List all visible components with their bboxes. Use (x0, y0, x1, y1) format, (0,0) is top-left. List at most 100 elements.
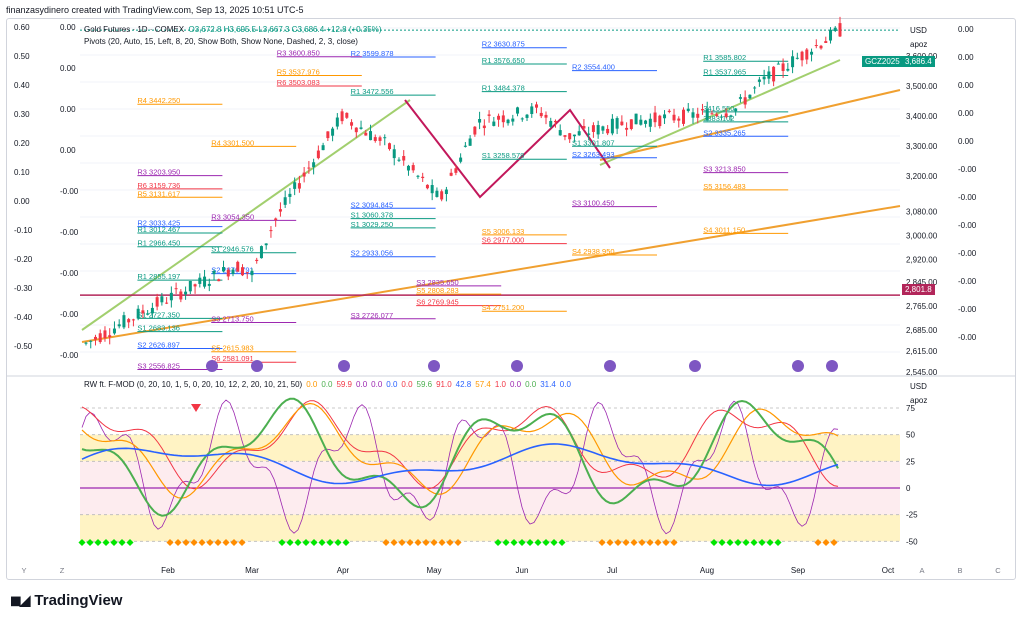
signal-diamond (534, 538, 542, 547)
candle-body (492, 121, 496, 126)
pivot-level-label: R1 3576.650 (482, 56, 525, 65)
signal-diamond (222, 538, 230, 547)
candle-body (440, 191, 444, 200)
pivot-level-label: S1 3060.378 (351, 211, 394, 220)
candle-body (430, 185, 434, 194)
price-axis-label: 2,765.00 (906, 302, 938, 311)
candle-body (748, 94, 752, 99)
x-axis-label: May (426, 566, 441, 575)
candle-body (549, 120, 553, 127)
event-marker-icon (338, 360, 350, 372)
candle-body (677, 118, 681, 121)
right-axis-label: 0.00 (958, 81, 974, 90)
oscillator-axis-label: 0 (906, 484, 911, 493)
currency-label-top[interactable]: USD (910, 26, 927, 35)
pivot-level-label: R6 3159.736 (137, 181, 180, 190)
right-axis-label: -0.00 (958, 305, 977, 314)
oscillator-value: 0.0 (356, 380, 368, 389)
candle-body (84, 342, 88, 344)
pivot-level-label: R2 3630.875 (482, 40, 525, 49)
x-axis-label: Jun (516, 566, 529, 575)
candle-body (193, 284, 197, 287)
pivot-level-label: R2 3033.425 (137, 219, 180, 228)
signal-diamond (670, 538, 678, 547)
currency-label-bottom[interactable]: USD (910, 382, 927, 391)
left-axis-label: -0.10 (14, 226, 33, 235)
signal-diamond (598, 538, 606, 547)
legend-pivots[interactable]: Pivots (20, Auto, 15, Left, 8, 20, Show … (84, 37, 358, 46)
candle-body (577, 131, 581, 136)
candle-body (615, 118, 619, 129)
candle-body (734, 108, 738, 112)
candle-body (98, 333, 102, 342)
pivot-level-label: S5 3006.133 (482, 227, 525, 236)
oscillator-axis-label: 50 (906, 431, 915, 440)
pivot-level-label: S3 2713.750 (211, 314, 254, 323)
dividend-marker-icon (826, 360, 838, 372)
candle-body (767, 71, 771, 79)
signal-diamond (542, 538, 550, 547)
candle-body (468, 138, 472, 146)
x-axis-label: Mar (245, 566, 259, 575)
candle-body (217, 279, 221, 282)
footer: ◼◢ TradingView (10, 592, 122, 609)
candle-body (610, 118, 614, 134)
price-axis-label: 3,300.00 (906, 142, 938, 151)
candle-body (155, 297, 159, 307)
candle-body (117, 324, 121, 327)
right-axis-label: 0.00 (958, 137, 974, 146)
signal-diamond (526, 538, 534, 547)
candle-body (240, 267, 244, 276)
pivot-level-label: R1 2855.197 (137, 272, 180, 281)
pivot-level-label: S3 2726.077 (351, 311, 394, 320)
candle-body (639, 119, 643, 125)
pivot-level-label: S2 2626.897 (137, 340, 180, 349)
pivot-level-label: S5 3156.483 (703, 182, 746, 191)
signal-diamond (382, 538, 390, 547)
oscillator-axis-label: -50 (906, 537, 918, 546)
right-axis-label: 0.00 (958, 25, 974, 34)
candle-body (278, 209, 282, 212)
left-axis-label: 0.40 (14, 81, 30, 90)
oscillator-legend[interactable]: RW ft. F-MOD (0, 20, 10, 1, 5, 0, 20, 10… (84, 380, 579, 389)
pivot-level-label: 3416.550 (703, 104, 734, 113)
candle-body (719, 116, 723, 118)
candle-body (141, 310, 145, 314)
pivot-level-label: R2 3599.878 (351, 49, 394, 58)
legend-symbol[interactable]: Gold Futures · 1D · COMEX (84, 25, 185, 34)
candle-body (345, 112, 349, 118)
candle-body (369, 131, 373, 141)
pivot-level-label: S2 3094.845 (351, 200, 394, 209)
event-marker-icon (428, 360, 440, 372)
event-marker-icon (604, 360, 616, 372)
signal-diamond (622, 538, 630, 547)
right-axis-label: 0.00 (958, 109, 974, 118)
candle-body (620, 121, 624, 126)
inner-left-axis-label: 0.00 (60, 146, 76, 155)
candle-body (255, 259, 259, 262)
oscillator-value: 0.0 (306, 380, 318, 389)
candle-body (122, 315, 126, 328)
signal-diamond (766, 538, 774, 547)
candle-body (696, 113, 700, 118)
axis-corner-button: Y (21, 566, 26, 575)
signal-diamond (310, 538, 318, 547)
candle-body (259, 246, 263, 259)
axis-corner-button: C (995, 566, 1001, 575)
signal-diamond (438, 538, 446, 547)
signal-diamond (182, 538, 190, 547)
signal-diamond (198, 538, 206, 547)
candle-body (838, 23, 842, 37)
candle-body (663, 114, 667, 119)
signal-diamond (494, 538, 502, 547)
pivot-level-label: S4 2751.200 (482, 303, 525, 312)
signal-diamond (758, 538, 766, 547)
candle-body (226, 269, 230, 277)
candle-body (753, 87, 757, 89)
candle-body (525, 114, 529, 118)
right-axis-label: 0.00 (958, 53, 974, 62)
candle-body (350, 122, 354, 126)
candle-body (629, 119, 633, 129)
candle-body (245, 272, 249, 274)
